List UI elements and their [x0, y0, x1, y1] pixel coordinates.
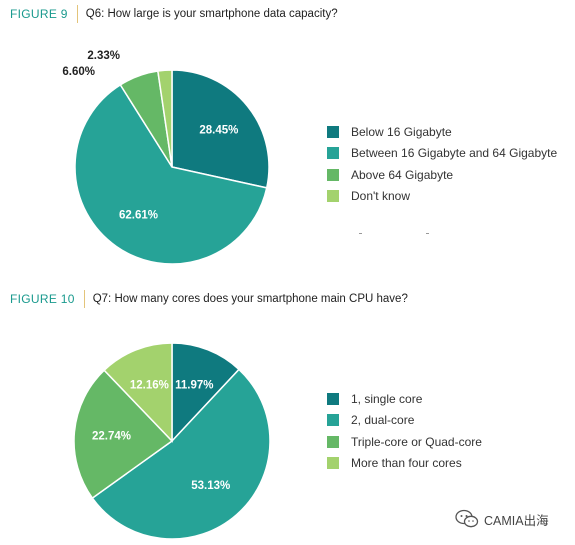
legend-item: 2, dual-core [327, 410, 482, 432]
pie-slice [91, 368, 271, 540]
legend-label: Below 16 Gigabyte [351, 124, 452, 139]
decorative-mark [359, 233, 362, 234]
legend-swatch [327, 125, 339, 138]
legend-item: Below 16 Gigabyte [327, 121, 557, 143]
legend-item: More than four cores [327, 453, 482, 475]
pie-slice [73, 369, 174, 500]
watermark: CAMIA出海 [455, 509, 549, 529]
legend-item: Above 64 Gigabyte [327, 164, 557, 186]
legend-label: Don't know [351, 189, 410, 204]
legend-swatch [327, 147, 339, 160]
figure-label: FIGURE 9 [10, 7, 68, 21]
slice-value-label: 62.61% [119, 210, 158, 222]
slice-value-label: 11.97% [175, 379, 213, 391]
wechat-icon [455, 509, 479, 528]
figure-divider [76, 5, 78, 23]
legend-item: Triple-core or Quad-core [327, 431, 482, 453]
legend-swatch [327, 435, 339, 448]
legend-label: 2, dual-core [351, 413, 415, 428]
slice-value-label: 2.33% [87, 50, 120, 62]
slice-value-label: 12.16% [130, 380, 169, 392]
slice-value-label: 53.13% [191, 480, 230, 492]
pie-slice [171, 342, 241, 443]
slice-value-label: 6.60% [62, 66, 95, 78]
figure-question: Q6: How large is your smartphone data ca… [85, 8, 338, 20]
legend-item: Between 16 Gigabyte and 64 Gigabyte [327, 143, 557, 165]
figure-9-header: FIGURE 9 Q6: How large is your smartphon… [10, 4, 338, 24]
pie-chart-q6: 28.45% 62.61% 6.60% 2.33% [62, 50, 270, 265]
legend-swatch [327, 190, 339, 203]
legend-swatch [327, 168, 339, 181]
pie-chart-q7: 11.97% 53.13% 22.74% 12.16% [73, 342, 271, 540]
legend-swatch [327, 414, 339, 427]
pie-slice [171, 69, 270, 189]
decorative-mark [426, 233, 429, 234]
legend-label: More than four cores [351, 456, 462, 471]
pie-slice [103, 342, 173, 443]
legend-swatch [327, 457, 339, 470]
legend-q7: 1, single core 2, dual-core Triple-core … [327, 388, 482, 474]
legend-label: 1, single core [351, 391, 423, 406]
legend-item: 1, single core [327, 388, 482, 410]
watermark-text: CAMIA出海 [484, 513, 549, 528]
figure-question: Q7: How many cores does your smartphone … [92, 293, 408, 305]
pie-slice [156, 69, 173, 168]
pie-slice [74, 83, 268, 265]
legend-label: Between 16 Gigabyte and 64 Gigabyte [351, 146, 558, 161]
figure-label: FIGURE 10 [10, 292, 75, 306]
legend-label: Triple-core or Quad-core [351, 434, 482, 449]
figure-10-header: FIGURE 10 Q7: How many cores does your s… [10, 289, 408, 309]
legend-q6: Below 16 Gigabyte Between 16 Gigabyte an… [327, 121, 557, 207]
legend-item: Don't know [327, 186, 557, 208]
figure-divider [83, 290, 85, 308]
slice-value-label: 22.74% [92, 430, 131, 442]
legend-label: Above 64 Gigabyte [351, 167, 454, 182]
slice-value-label: 28.45% [199, 124, 238, 136]
legend-swatch [327, 392, 339, 405]
